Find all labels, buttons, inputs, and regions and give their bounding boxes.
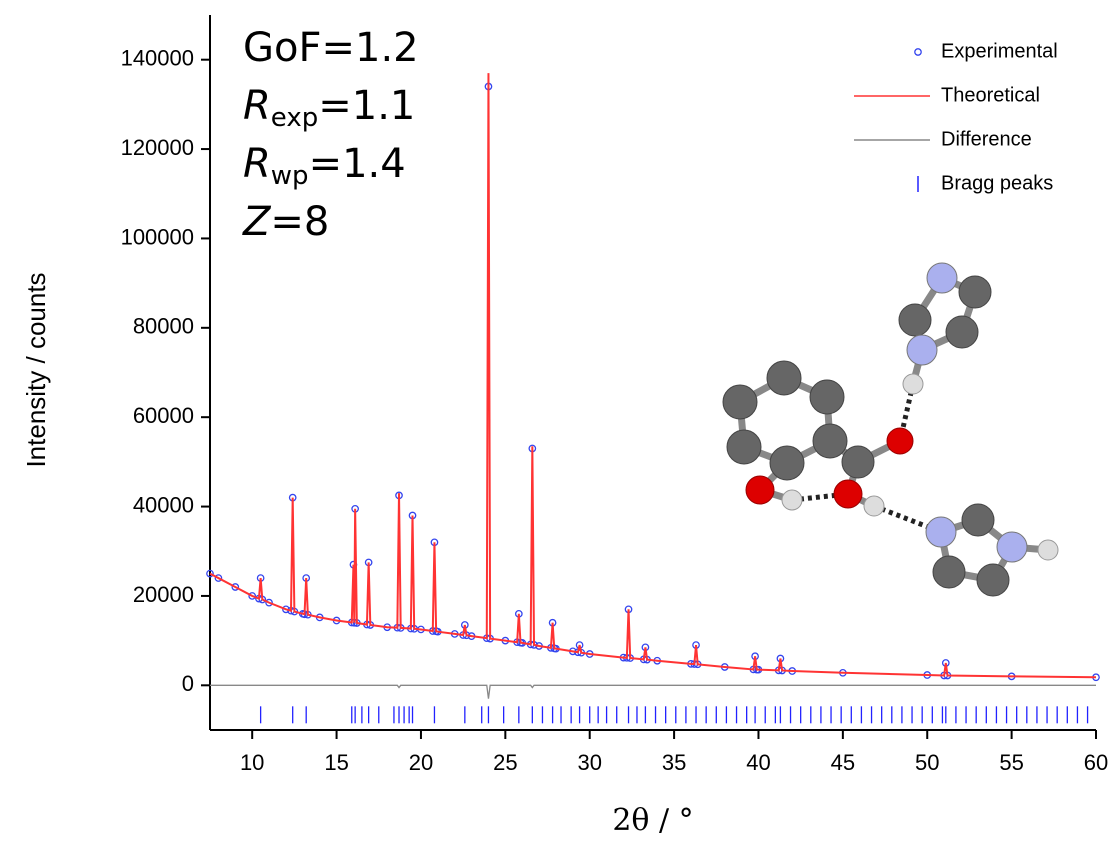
series-line [209, 73, 1097, 679]
y-tick-label: 40000 [133, 492, 194, 517]
data-point [231, 583, 240, 591]
statistic-symbol: R [243, 141, 271, 187]
data-point [265, 598, 273, 607]
statistic-symbol: GoF [243, 25, 321, 71]
y-tick-label: 100000 [121, 224, 194, 249]
x-tick-label: 35 [662, 750, 686, 775]
x-tick-label: 20 [409, 750, 433, 775]
statistic-subscript: exp [271, 103, 318, 133]
legend-label: Experimental [941, 40, 1058, 62]
y-tick-label: 60000 [133, 403, 194, 428]
y-tick-label: 140000 [121, 46, 194, 71]
x-tick-label: 15 [324, 750, 348, 775]
data-point [206, 569, 214, 578]
data-point [214, 574, 223, 582]
legend-label: Difference [941, 128, 1032, 150]
y-axis-label: Intensity / counts [21, 272, 51, 467]
fit-statistic: GoF=1.2 [243, 25, 419, 71]
legend-label: Theoretical [941, 84, 1040, 106]
statistic-symbol: Z [242, 199, 272, 245]
y-tick-label: 120000 [121, 135, 194, 160]
x-tick-label: 50 [915, 750, 939, 775]
statistic-value: =1.2 [321, 25, 418, 71]
x-axis-label: 2θ / ° [612, 803, 693, 838]
x-tick-label: 25 [493, 750, 517, 775]
statistic-value: =1.1 [318, 83, 415, 129]
y-tick-label: 20000 [133, 582, 194, 607]
statistic-value: =8 [270, 199, 329, 245]
x-tick-label: 45 [831, 750, 855, 775]
x-tick-label: 40 [746, 750, 770, 775]
series-line [210, 684, 1096, 699]
fit-statistic: Rwp=1.4 [243, 141, 406, 191]
x-tick-label: 55 [999, 750, 1023, 775]
x-tick-label: 60 [1084, 750, 1108, 775]
fit-statistic: Rexp=1.1 [243, 83, 415, 133]
legend-marker [914, 48, 922, 56]
molecule-diagram [722, 262, 1059, 597]
x-tick-label: 10 [240, 750, 264, 775]
statistic-symbol: R [243, 83, 271, 129]
statistic-subscript: wp [271, 161, 309, 191]
data-point [248, 592, 257, 600]
statistic-value: =1.4 [309, 141, 406, 187]
legend-label: Bragg peaks [941, 172, 1053, 194]
x-tick-label: 30 [577, 750, 601, 775]
y-tick-label: 80000 [133, 314, 194, 339]
fit-statistic: Z=8 [242, 199, 329, 245]
y-tick-label: 0 [182, 671, 194, 696]
